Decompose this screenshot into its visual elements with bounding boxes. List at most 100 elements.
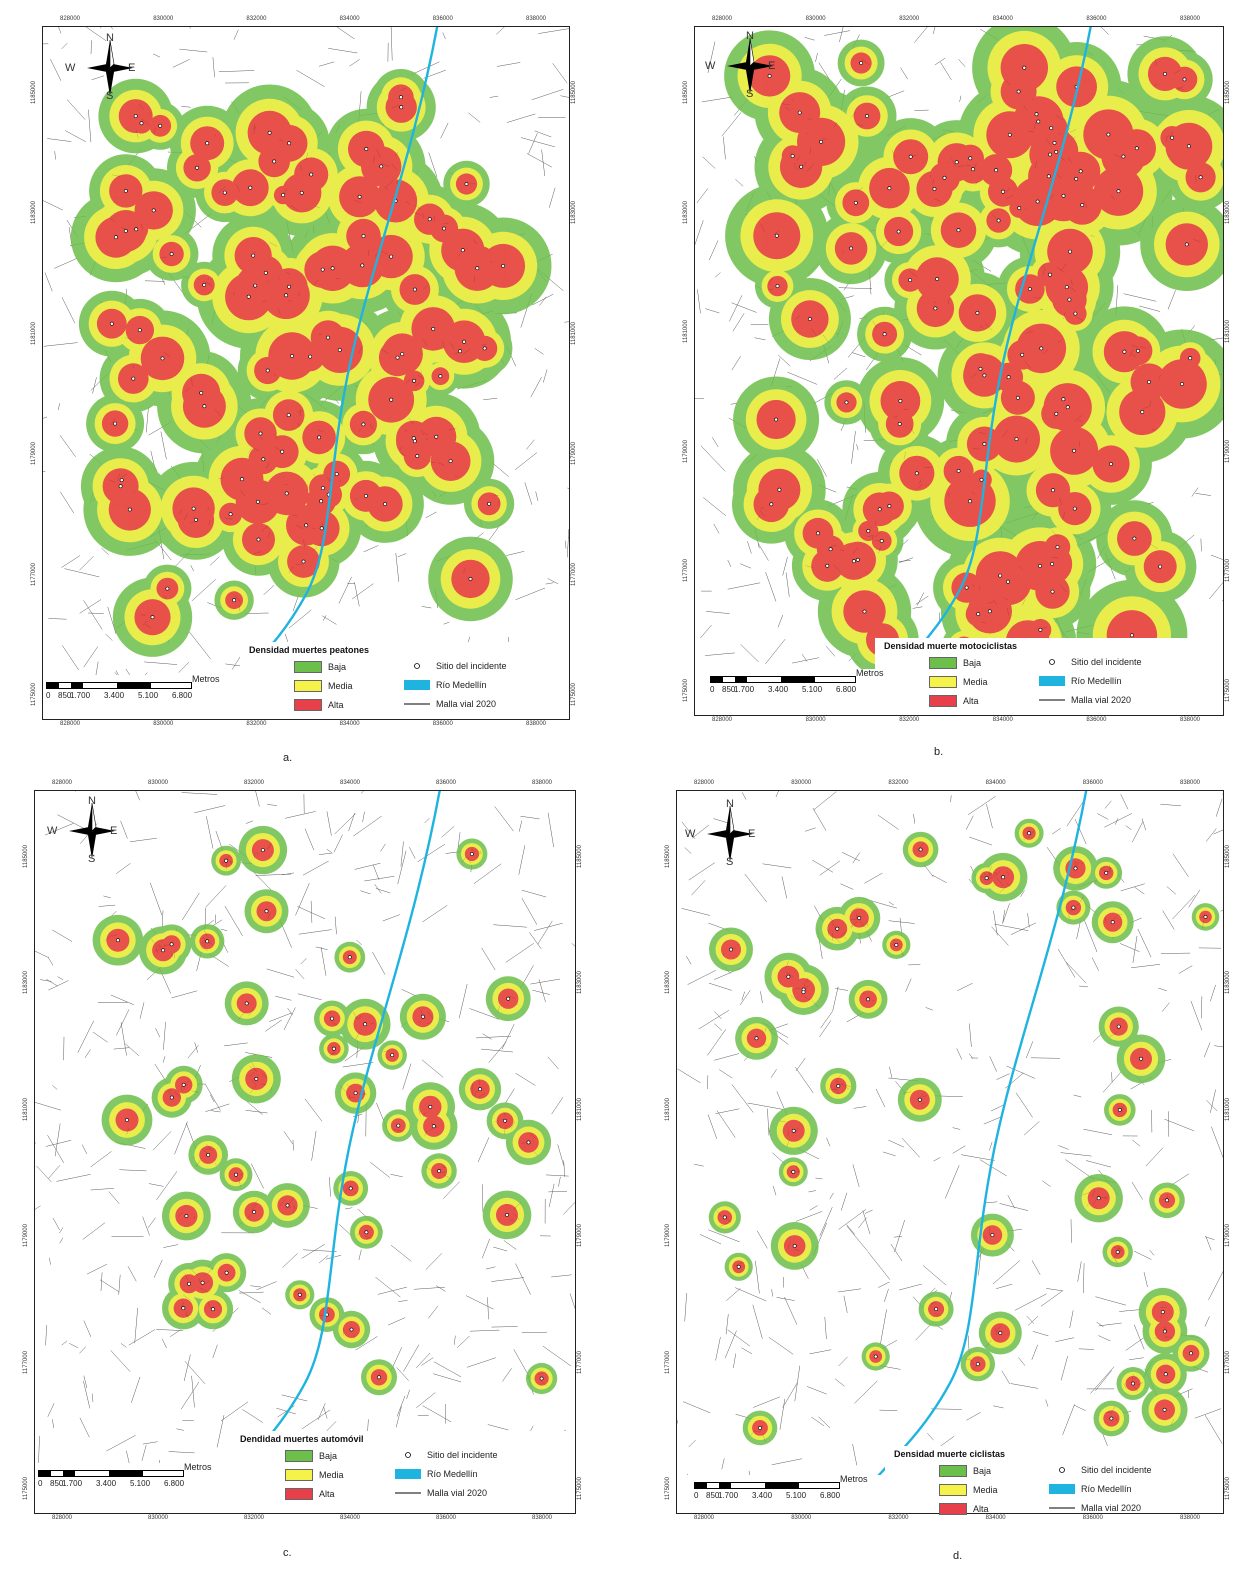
legend-title: Densidad muertes peatones [249,645,370,655]
media-swatch [294,680,322,692]
tick-label: 1183000 [23,971,29,995]
compass-w-label: W [47,825,58,837]
tick-label: 836000 [1086,16,1107,22]
river-medellin [842,791,1088,1513]
tick-label: 828000 [52,780,73,786]
north-arrow-icon [695,800,755,862]
scale-unit-label: Metros [184,1462,212,1472]
media-swatch [929,676,957,688]
tick-label: 1185000 [665,845,671,868]
legend-item-media: Media [929,676,988,688]
incident-sites [116,848,544,1381]
compass-e-label: E [768,60,776,72]
legend-item-baja: Baja [285,1450,337,1462]
river-medellin [202,27,439,719]
rio-label: Río Medellín [1071,676,1122,686]
tick-label: 1177000 [1225,1350,1231,1374]
tick-label: 1179000 [23,1224,29,1248]
density-map-c [35,791,575,1513]
density-map-d [677,791,1223,1513]
tick-label: 1185000 [31,81,37,104]
scale-label: 0 [46,691,51,700]
legend-item-rio: Río Medellín [404,680,487,690]
scale-label: 5.100 [786,1491,807,1500]
tick-label: 838000 [526,16,547,22]
scale-label: 3.400 [768,685,789,694]
media-label: Media [328,681,353,691]
alta-label: Alta [319,1489,335,1499]
tick-label: 832000 [244,780,265,786]
tick-label: 836000 [436,780,457,786]
scale-label: 1.700 [70,691,91,700]
tick-label: 834000 [992,16,1013,22]
north-arrow-icon [715,32,775,94]
tick-label: 1179000 [1225,1224,1231,1248]
sitio-symbol-icon [1039,657,1065,667]
tick-label: 1183000 [31,201,37,225]
tick-label: 1183000 [1225,971,1231,995]
tick-label: 1175000 [1225,679,1231,702]
tick-label: 1177000 [31,562,37,586]
legend-item-baja: Baja [929,657,981,669]
rio-label: Río Medellín [436,680,487,690]
media-label: Media [319,1470,344,1480]
tick-label: 1179000 [1225,439,1231,463]
tick-label: 1185000 [23,845,29,868]
tick-label: 832000 [888,780,909,786]
incident-sites [722,831,1208,1430]
scale-label: 3.400 [96,1479,117,1488]
rio-label: Río Medellín [1081,1484,1132,1494]
scale-bar: 0 850 1.700 3.400 5.100 6.800 [46,682,192,700]
incident-sites [109,95,506,620]
tick-label: 1181000 [31,321,37,345]
rio-label: Río Medellín [427,1469,478,1479]
legend-item-media: Media [939,1484,998,1496]
compass-w-label: W [65,62,76,74]
tick-label: 1181000 [665,1097,671,1121]
alta-label: Alta [328,700,344,710]
legend-item-malla: Malla vial 2020 [404,699,496,709]
scale-label: 5.100 [130,1479,151,1488]
tick-label: 830000 [153,16,174,22]
malla-label: Malla vial 2020 [1081,1503,1142,1513]
rio-symbol-icon [1039,676,1065,686]
legend-item-sitio: Sitio del incidente [1049,1465,1152,1475]
north-arrow-icon [57,797,117,859]
tick-label: 1185000 [1225,845,1231,868]
tick-label: 830000 [148,1515,169,1521]
tick-label: 1185000 [577,845,583,868]
baja-swatch [939,1465,967,1477]
tick-label: 828000 [60,721,81,727]
tick-label: 830000 [791,1515,812,1521]
north-arrow-icon [75,34,135,96]
tick-label: 1179000 [577,1224,583,1248]
scale-unit-label: Metros [856,668,884,678]
compass-n-label: N [746,30,754,42]
compass-n-label: N [726,798,734,810]
tick-label: 1177000 [665,1350,671,1374]
tick-label: 1177000 [683,559,689,583]
legend-item-rio: Río Medellín [1049,1484,1132,1494]
tick-label: 1175000 [23,1477,29,1500]
media-swatch [285,1469,313,1481]
sitio-label: Sitio del incidente [436,661,507,671]
compass-s-label: S [726,856,734,868]
legend-item-baja: Baja [294,661,346,673]
baja-swatch [929,657,957,669]
tick-label: 828000 [712,16,733,22]
tick-label: 1177000 [571,562,577,586]
incident-sites [767,61,1203,667]
panel-caption: c. [283,1547,292,1559]
scale-bar: 0 850 1.700 3.400 5.100 6.800 [710,676,856,694]
tick-label: 1185000 [571,81,577,104]
tick-label: 834000 [339,16,360,22]
tick-label: 1179000 [571,442,577,466]
baja-swatch [294,661,322,673]
tick-label: 1181000 [23,1097,29,1121]
map-frame-a [42,26,570,720]
scale-label: 850 [50,1479,64,1488]
scale-label: 3.400 [104,691,125,700]
compass-n-label: N [88,795,96,807]
tick-label: 834000 [340,780,361,786]
tick-label: 832000 [888,1515,909,1521]
